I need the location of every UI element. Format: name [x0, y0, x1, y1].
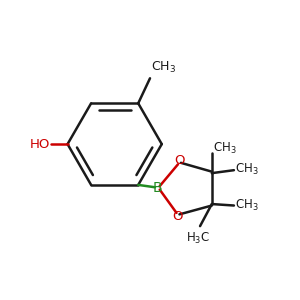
Text: CH$_3$: CH$_3$ [236, 198, 259, 213]
Text: O: O [174, 154, 185, 167]
Text: H$_3$C: H$_3$C [186, 230, 210, 246]
Text: CH$_3$: CH$_3$ [152, 60, 177, 75]
Text: O: O [173, 210, 183, 223]
Text: B: B [152, 181, 162, 195]
Text: HO: HO [29, 138, 50, 151]
Text: CH$_3$: CH$_3$ [236, 162, 259, 177]
Text: CH$_3$: CH$_3$ [213, 141, 237, 156]
